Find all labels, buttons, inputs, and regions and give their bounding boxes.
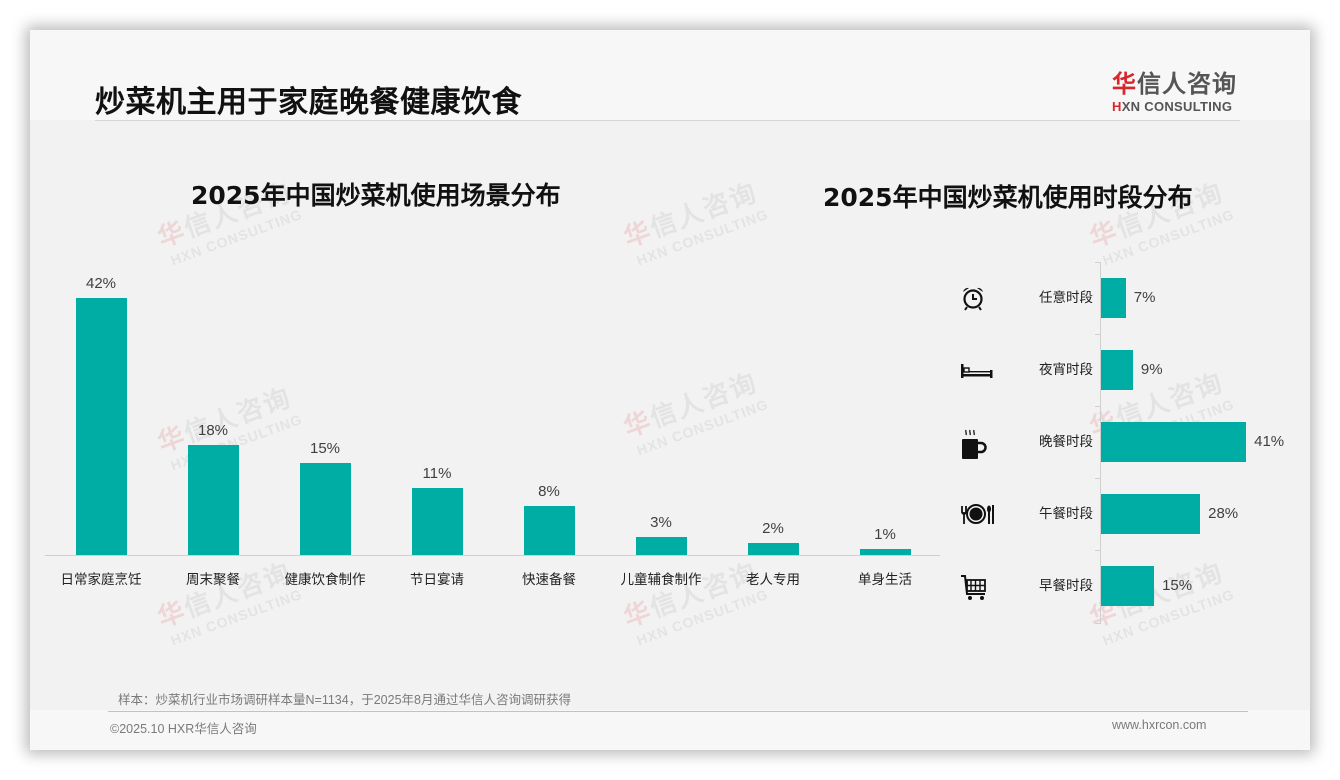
- period-row: 晚餐时段 41%: [945, 422, 1300, 462]
- watermark-cn-rest: 信人咨询: [646, 177, 762, 245]
- bar: [299, 463, 351, 555]
- shopping-cart-icon: [959, 572, 987, 600]
- axis-tick: [1095, 406, 1100, 407]
- scene-chart-title: 2025年中国炒菜机使用场景分布: [191, 181, 561, 210]
- watermark-cn: 华信人咨询: [618, 171, 765, 255]
- y-axis-line: [1100, 262, 1101, 624]
- axis-tick: [1095, 550, 1100, 551]
- bar-value-label: 7%: [1133, 289, 1156, 306]
- watermark-cn-red: 华: [1086, 216, 1123, 254]
- plate-cutlery-icon: [959, 500, 994, 528]
- bar-value-label: 1%: [874, 525, 896, 543]
- category-label: 夜宵时段: [1039, 362, 1093, 377]
- category-label: 任意时段: [1039, 290, 1093, 305]
- category-label: 午餐时段: [1039, 506, 1093, 521]
- bar: [187, 444, 239, 555]
- category-label: 早餐时段: [1039, 578, 1093, 593]
- header-band: [30, 30, 1310, 120]
- scene-bar-chart: 42% 日常家庭烹饪 18% 周末聚餐 15% 健康饮食制作 11% 节日宴请 8% 快速备餐 3%…: [45, 260, 940, 600]
- period-row: 夜宵时段 9%: [945, 350, 1300, 390]
- period-row: 早餐时段 15%: [945, 566, 1300, 606]
- logo-english: HXN CONSULTING: [1112, 99, 1242, 114]
- bar-value-label: 18%: [197, 421, 229, 439]
- bar: [1101, 350, 1133, 390]
- bar: [1101, 566, 1155, 606]
- period-bar-chart: 任意时段 7% 夜宵时段 9% 晚餐时段 41% 午餐时段 28% 早餐时段 15%: [945, 262, 1300, 624]
- bar-value-label: 3%: [650, 513, 672, 531]
- footer-divider: [108, 711, 1248, 712]
- bar-value-label: 15%: [1162, 577, 1193, 594]
- bar-value-label: 8%: [538, 483, 560, 501]
- period-row: 午餐时段 28%: [945, 494, 1300, 534]
- sample-note: 样本：炒菜机行业市场调研样本量N=1134，于2025年8月通过华信人咨询调研获…: [118, 693, 571, 707]
- bar-value-label: 11%: [422, 464, 452, 482]
- category-label: 快速备餐: [522, 572, 576, 587]
- category-label: 健康饮食制作: [284, 572, 366, 587]
- category-label: 单身生活: [858, 572, 912, 587]
- bar-value-label: 9%: [1140, 361, 1163, 378]
- logo-en-rest: XN CONSULTING: [1121, 99, 1233, 114]
- footer-band: [30, 710, 1310, 750]
- bar-value-label: 28%: [1208, 505, 1239, 522]
- slide: 华信人咨询 HXN CONSULTING 华信人咨询 HXN CONSULTING 华信…: [30, 30, 1310, 750]
- logo-cn-red: 华: [1112, 70, 1137, 98]
- bar: [1101, 494, 1201, 534]
- watermark-cn-red: 华: [154, 216, 191, 254]
- bar: [859, 548, 911, 555]
- watermark-cn-red: 华: [620, 596, 657, 634]
- bar: [747, 542, 799, 555]
- company-logo: 华信人咨询 HXN CONSULTING: [1112, 64, 1242, 114]
- x-axis-baseline: [45, 555, 940, 556]
- page-title: 炒菜机主用于家庭晚餐健康饮食: [95, 85, 522, 120]
- logo-cn-rest: 信人咨询: [1137, 70, 1237, 98]
- bar: [411, 487, 463, 555]
- watermark-en: HXN CONSULTING: [1100, 205, 1237, 269]
- watermark-cn-red: 华: [154, 596, 191, 634]
- category-label: 老人专用: [746, 572, 800, 587]
- axis-tick: [1095, 478, 1100, 479]
- category-label: 晚餐时段: [1039, 434, 1093, 449]
- alarm-clock-icon: [959, 284, 987, 312]
- axis-tick: [1095, 262, 1100, 263]
- title-divider: [95, 120, 1240, 121]
- category-label: 周末聚餐: [186, 572, 240, 587]
- axis-tick: [1095, 334, 1100, 335]
- bar-value-label: 42%: [85, 274, 117, 292]
- logo-en-red: H: [1112, 99, 1122, 114]
- bed-icon: [959, 356, 993, 384]
- category-label: 节日宴请: [410, 572, 464, 587]
- bar: [1101, 422, 1247, 462]
- bar: [1101, 278, 1126, 318]
- bar: [75, 297, 127, 555]
- bar-value-label: 41%: [1254, 433, 1285, 450]
- bar: [523, 506, 575, 555]
- logo-chinese: 华信人咨询: [1112, 64, 1242, 99]
- website-link[interactable]: www.hxrcon.com: [1112, 718, 1207, 732]
- bar: [635, 536, 687, 555]
- bar-value-label: 2%: [762, 519, 784, 537]
- bar-value-label: 15%: [309, 440, 341, 458]
- category-label: 日常家庭烹饪: [60, 572, 142, 587]
- category-label: 儿童辅食制作: [620, 572, 702, 587]
- period-chart-title: 2025年中国炒菜机使用时段分布: [823, 183, 1193, 212]
- copyright-text: ©2025.10 HXR华信人咨询: [110, 722, 257, 736]
- axis-tick: [1095, 623, 1100, 624]
- period-row: 任意时段 7%: [945, 278, 1300, 318]
- watermark-cn-red: 华: [620, 216, 657, 254]
- hot-coffee-cup-icon: [959, 428, 987, 459]
